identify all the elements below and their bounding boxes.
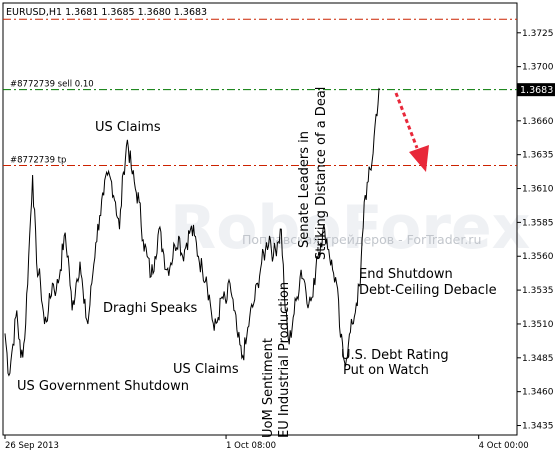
sell-level-label: #8772739 sell 0.10: [10, 80, 94, 90]
tp-level-label: #8772739 tp: [10, 156, 66, 166]
annotation-us-claims-2: US Claims: [173, 362, 239, 377]
y-tick-label: 1.3635: [522, 151, 554, 161]
annotation-senate-1: Senate Leaders in: [297, 131, 312, 248]
forecast-arrow: [394, 92, 429, 172]
y-tick-label: 1.3660: [522, 117, 554, 127]
annotation-debt-ceiling: Debt-Ceiling Debacle: [359, 283, 497, 298]
price-series-line: [4, 87, 381, 377]
annotation-debt-rating: U.S. Debt Rating: [341, 348, 449, 363]
x-tick-label: 1 Oct 08:00: [226, 441, 276, 451]
annotation-us-gov-shutdown: US Government Shutdown: [17, 379, 189, 394]
annotation-put-on-watch: Put on Watch: [343, 363, 429, 378]
forecast-arrow-head: [409, 145, 429, 172]
x-tick-label: 4 Oct 00:00: [479, 441, 529, 451]
symbol-header: EURUSD,H1 1.3681 1.3685 1.3680 1.3683: [6, 7, 207, 18]
y-axis-ticks: 1.3725 1.3700 1.3660 1.3635 1.3610 1.3585 1.35…: [517, 29, 554, 432]
forecast-arrow-shaft: [394, 92, 419, 149]
y-tick-label: 1.3485: [522, 354, 554, 364]
price-tag-text: 1.3683: [520, 85, 553, 96]
current-price-tag: 1.3683: [517, 83, 555, 97]
annotation-senate-2: Striking Distance of a Deal: [314, 87, 329, 260]
y-tick-label: 1.3535: [522, 286, 554, 296]
price-tag-box: [517, 83, 555, 97]
y-tick-label: 1.3435: [522, 422, 554, 432]
annotation-uom-sentiment: UoM Sentiment: [261, 338, 276, 438]
y-tick-label: 1.3700: [522, 63, 554, 73]
annotation-eu-industrial: EU Industrial Production: [277, 282, 292, 438]
y-tick-label: 1.3560: [522, 252, 554, 262]
watermark-logo: RoboForex: [170, 193, 530, 263]
watermark: RoboForex Поплавская трейдеров - ForTrad…: [170, 193, 530, 263]
annotations: US Claims Draghi Speaks US Claims US Gov…: [17, 87, 497, 438]
annotation-draghi: Draghi Speaks: [103, 301, 198, 316]
y-tick-label: 1.3725: [522, 29, 554, 39]
y-tick-label: 1.3585: [522, 218, 554, 228]
y-tick-label: 1.3460: [522, 388, 554, 398]
y-tick-label: 1.3610: [522, 185, 554, 195]
y-tick-label: 1.3510: [522, 320, 554, 330]
annotation-us-claims-1: US Claims: [95, 120, 161, 135]
annotation-end-shutdown: End Shutdown: [359, 267, 453, 282]
x-tick-label: 26 Sep 2013: [5, 441, 59, 451]
